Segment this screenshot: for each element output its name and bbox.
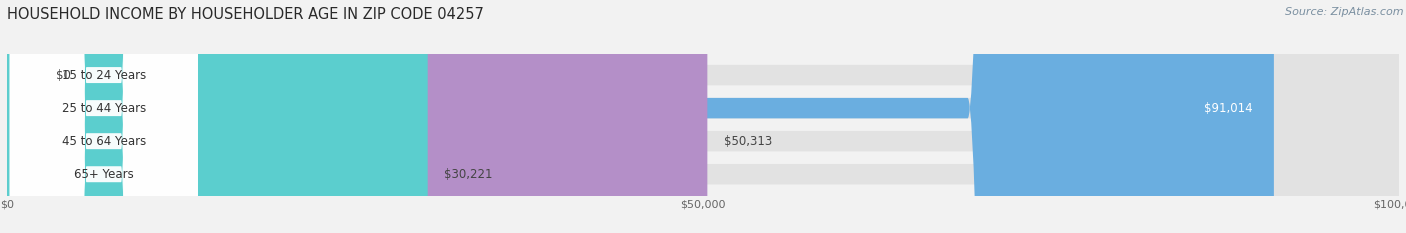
Text: $30,221: $30,221: [444, 168, 494, 181]
FancyBboxPatch shape: [7, 0, 427, 233]
Text: $50,313: $50,313: [724, 135, 772, 148]
FancyBboxPatch shape: [7, 0, 1399, 233]
FancyBboxPatch shape: [7, 0, 1399, 233]
Text: 45 to 64 Years: 45 to 64 Years: [62, 135, 146, 148]
Text: 15 to 24 Years: 15 to 24 Years: [62, 69, 146, 82]
FancyBboxPatch shape: [7, 0, 1274, 233]
FancyBboxPatch shape: [10, 0, 198, 233]
FancyBboxPatch shape: [7, 0, 707, 233]
Text: $91,014: $91,014: [1205, 102, 1253, 115]
FancyBboxPatch shape: [10, 0, 198, 233]
Text: $0: $0: [56, 69, 70, 82]
FancyBboxPatch shape: [10, 0, 198, 233]
FancyBboxPatch shape: [7, 0, 1399, 233]
Text: Source: ZipAtlas.com: Source: ZipAtlas.com: [1285, 7, 1403, 17]
FancyBboxPatch shape: [7, 0, 1399, 233]
FancyBboxPatch shape: [7, 0, 49, 233]
Text: 25 to 44 Years: 25 to 44 Years: [62, 102, 146, 115]
Text: HOUSEHOLD INCOME BY HOUSEHOLDER AGE IN ZIP CODE 04257: HOUSEHOLD INCOME BY HOUSEHOLDER AGE IN Z…: [7, 7, 484, 22]
Text: 65+ Years: 65+ Years: [75, 168, 134, 181]
FancyBboxPatch shape: [10, 0, 198, 233]
